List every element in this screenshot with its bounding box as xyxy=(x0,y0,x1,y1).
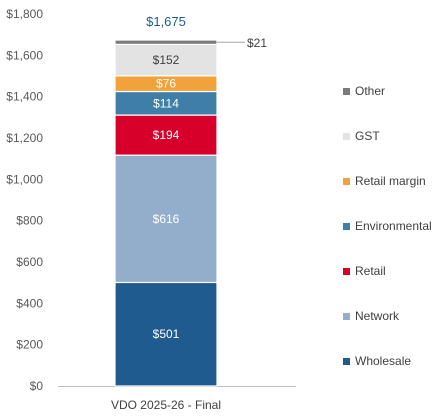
bar-segment-other xyxy=(114,39,218,45)
legend-swatch xyxy=(343,313,350,320)
segment-data-label: $76 xyxy=(156,77,176,91)
y-tick-label: $800 xyxy=(16,214,43,228)
bar-segment-gst xyxy=(114,43,218,77)
legend-label: Other xyxy=(355,84,385,98)
legend-label: Retail margin xyxy=(355,174,426,188)
y-tick-label: $1,000 xyxy=(6,172,43,186)
segment-data-label: $194 xyxy=(153,128,180,142)
total-label: $1,675 xyxy=(146,14,186,29)
segment-data-label: $152 xyxy=(153,53,180,67)
y-tick-label: $600 xyxy=(16,255,43,269)
y-tick-label: $0 xyxy=(30,379,44,393)
y-tick-label: $200 xyxy=(16,338,43,352)
legend-swatch xyxy=(343,178,350,185)
legend-label: Network xyxy=(355,309,400,323)
legend-swatch xyxy=(343,223,350,230)
legend-label: GST xyxy=(355,129,380,143)
legend-swatch xyxy=(343,268,350,275)
legend-swatch xyxy=(343,358,350,365)
segment-data-label: $114 xyxy=(153,96,179,110)
y-tick-label: $1,200 xyxy=(6,131,43,145)
segment-data-label: $21 xyxy=(247,36,267,50)
segment-data-label: $616 xyxy=(153,212,180,226)
bar-segment-wholesale xyxy=(114,281,218,387)
y-tick-label: $400 xyxy=(16,296,43,310)
y-tick-label: $1,600 xyxy=(6,48,43,62)
y-tick-label: $1,800 xyxy=(6,7,43,21)
bar-segment-network xyxy=(114,154,218,284)
legend-swatch xyxy=(343,88,350,95)
x-tick-label: VDO 2025-26 - Final xyxy=(111,398,221,412)
legend-label: Wholesale xyxy=(355,354,411,368)
y-tick-label: $1,400 xyxy=(6,90,43,104)
segment-data-label: $501 xyxy=(153,327,180,341)
legend-label: Environmental xyxy=(355,219,432,233)
legend-swatch xyxy=(343,133,350,140)
legend-label: Retail xyxy=(355,264,386,278)
